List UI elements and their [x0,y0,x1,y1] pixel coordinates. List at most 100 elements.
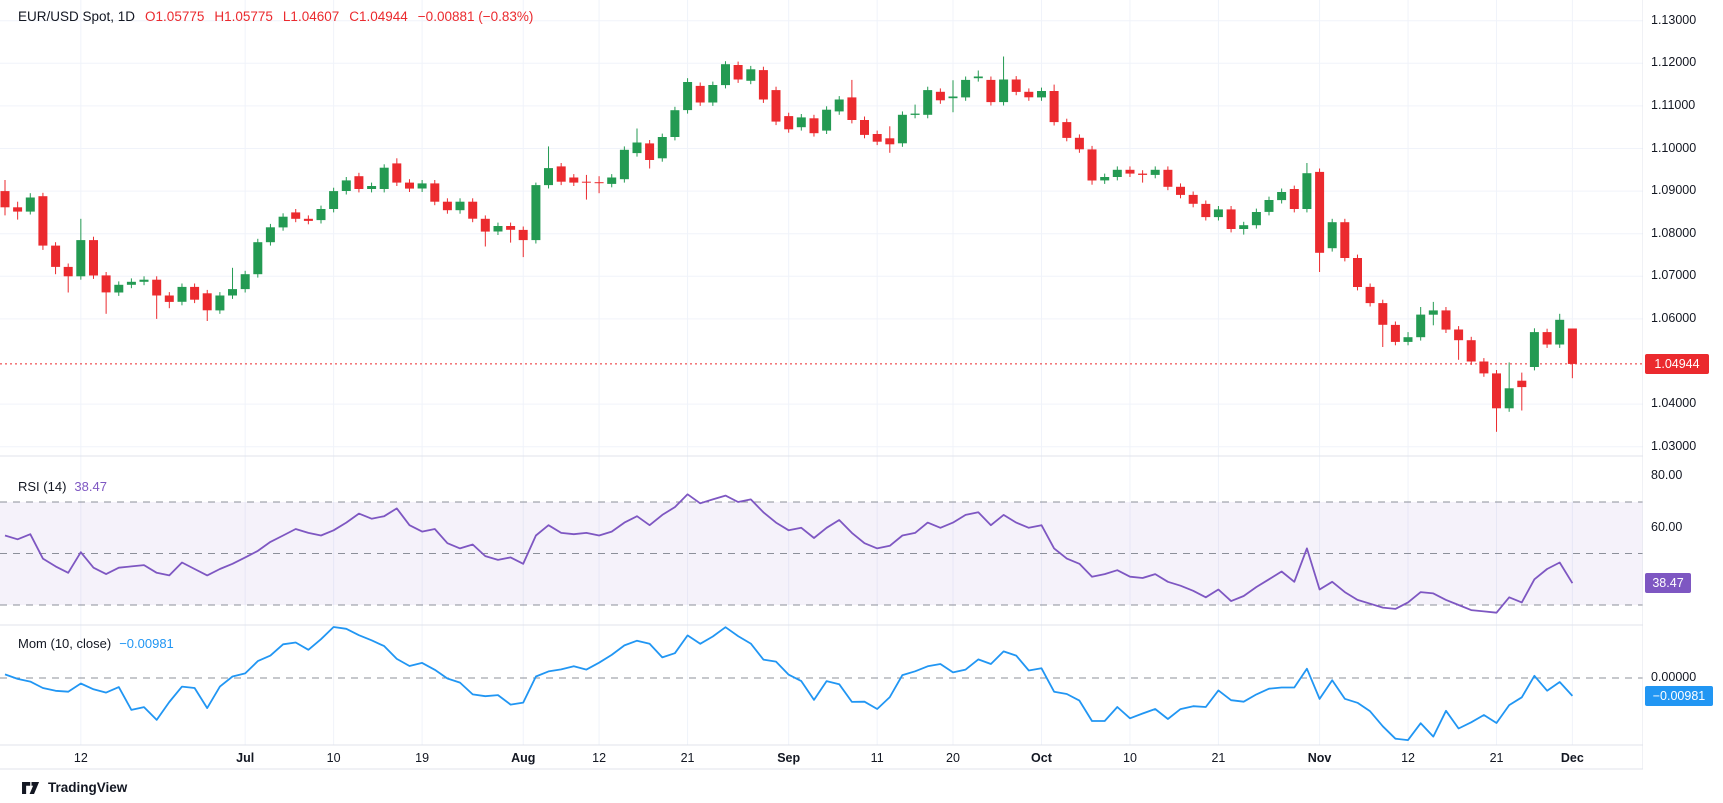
rsi-axis-label: 80.00 [1651,468,1683,483]
candle-body [1517,380,1527,388]
candle-body [1390,324,1400,342]
candle-body [1327,222,1337,249]
time-tick-19: 19 [415,751,430,765]
candle-body [910,113,920,115]
candle-body [999,79,1009,103]
candle-body [1555,319,1565,345]
candle-body [1567,328,1577,364]
time-tick-12: 12 [1401,751,1415,765]
candle-body [986,79,996,103]
candle-body [1125,169,1135,174]
candle-body [935,91,945,101]
candle-body [354,176,364,189]
candle-body [1277,192,1287,201]
candle-body [1302,173,1312,209]
candle-body [632,142,642,154]
candle-body [341,180,351,191]
time-tick-sep: Sep [777,751,801,765]
candle-body [1542,332,1552,345]
price-gridlines [0,20,1643,448]
candle-body [126,281,136,285]
candle-body [1100,177,1110,181]
candle-body [607,177,617,184]
candle-body [1365,286,1375,304]
candle-body [215,295,225,311]
candle-body [531,185,541,241]
candle-body [177,286,187,302]
candle-body [683,82,693,111]
candle-body [38,196,48,246]
candle-body [1340,222,1350,258]
candle-body [1188,194,1198,204]
candle-body [1074,137,1084,150]
candle-body [89,240,98,276]
candle-body [367,186,377,189]
candle-body [1163,169,1173,187]
candle-body [1213,209,1223,218]
candle-body [847,97,857,120]
candle-body [746,69,756,81]
price-axis[interactable]: 1.13000 1.12000 1.11000 1.10000 1.09000 1.080… [1643,0,1723,770]
rsi-indicator-label[interactable]: RSI (14) 38.47 [18,479,107,494]
candle-body [190,286,200,300]
mom-indicator-name: Mom (10, close) [18,636,112,651]
candle-body [1087,149,1097,181]
candle-body [392,163,402,183]
price-axis-label: 1.10000 [1651,140,1697,155]
candle-body [76,240,86,277]
chart-plot-area[interactable] [0,0,1723,770]
candle-body [948,96,958,99]
price-axis-label: 1.04000 [1651,396,1697,411]
candle-body [1315,171,1325,253]
candle-body [417,183,427,189]
ohlc-change: −0.00881 (−0.83%) [417,9,534,24]
candle-body [1112,169,1122,177]
candle-body [442,201,452,211]
ohlc-high: H1.05775 [214,9,273,24]
mom-indicator-value: −0.00981 [119,636,174,651]
candle-body [240,274,250,290]
candle-body [480,218,490,232]
candle-body [1492,373,1501,409]
time-tick-jul: Jul [236,751,255,765]
candle-body [506,226,516,230]
tradingview-brand-text: TradingView [48,780,128,795]
price-axis-label: 1.07000 [1651,268,1697,283]
candle-body [1378,303,1388,325]
candle-body [645,143,655,160]
candle-body [1466,340,1476,362]
candle-body [796,117,806,128]
time-tick-nov: Nov [1307,751,1332,765]
last-price-badge: 1.04944 [1645,353,1709,374]
candle-body [822,109,832,131]
candle-body [379,167,389,189]
candle-body [834,99,844,112]
candle-body [569,177,579,183]
time-tick-10: 10 [326,751,341,765]
candle-body [670,110,680,137]
candle-body [291,212,301,219]
candle-body [1353,258,1362,287]
candle-body [885,138,895,145]
price-axis-label: 1.12000 [1651,55,1697,70]
candle-body [1529,332,1539,367]
mom-indicator-label[interactable]: Mom (10, close) −0.00981 [18,636,174,651]
time-axis[interactable]: 12 Jul 10 19 Aug 12 21 Sep 11 20 Oct 10 21 Nov 12 21 Dec [0,745,1643,770]
candle-body [51,245,61,267]
tradingview-branding[interactable]: TradingView [22,780,127,795]
candle-body [771,90,781,122]
candle-body [518,229,528,241]
candle-body [1176,186,1185,195]
candle-body [1403,337,1413,342]
candle-body [265,227,275,243]
time-tick-21: 21 [680,751,695,765]
candle-body [1239,225,1249,229]
candle-body [278,216,288,228]
candle-body [1441,310,1451,330]
symbol-title[interactable]: EUR/USD Spot, 1D [18,9,136,24]
candle-body [63,266,73,277]
time-tick-11: 11 [870,751,884,765]
candle-body [961,79,971,98]
time-tick-12: 12 [592,751,607,765]
candle-body [1150,169,1160,175]
